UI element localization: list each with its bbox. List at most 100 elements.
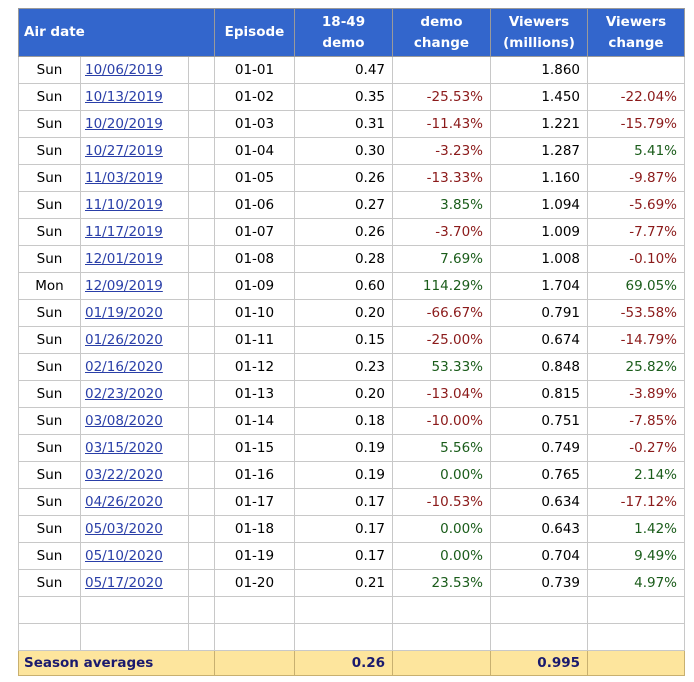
date-cell: 10/06/2019 [80, 56, 189, 84]
date-link[interactable]: 04/26/2020 [85, 494, 163, 510]
date-link[interactable]: 11/17/2019 [85, 224, 163, 240]
date-link[interactable]: 05/17/2020 [85, 575, 163, 591]
date-link[interactable]: 01/26/2020 [85, 332, 163, 348]
spacer-cell [188, 326, 215, 354]
episode-cell: 01-20 [214, 569, 295, 597]
viewers-cell: 0.749 [490, 434, 588, 462]
date-link[interactable]: 01/19/2020 [85, 305, 163, 321]
demo-change-cell: 7.69% [392, 245, 491, 273]
header-demo-change[interactable]: demo change [392, 8, 491, 57]
date-link[interactable]: 02/23/2020 [85, 386, 163, 402]
date-cell: 05/17/2020 [80, 569, 189, 597]
day-cell: Sun [18, 488, 81, 516]
viewers-change-cell: -5.69% [587, 191, 685, 219]
header-row: Air date Episode 18-49 demo demo change Vi… [18, 8, 685, 57]
spacer-cell [188, 380, 215, 408]
episode-cell: 01-07 [214, 218, 295, 246]
demo-change-cell: 0.00% [392, 461, 491, 489]
date-link[interactable]: 05/10/2020 [85, 548, 163, 564]
table-row: Sun 03/08/2020 01-14 0.18 -10.00% 0.751 -7.85% [18, 407, 685, 435]
day-cell: Mon [18, 272, 81, 300]
demo-cell: 0.20 [294, 380, 393, 408]
day-cell: Sun [18, 407, 81, 435]
date-link[interactable]: 03/15/2020 [85, 440, 163, 456]
date-link[interactable]: 10/27/2019 [85, 143, 163, 159]
demo-cell: 0.18 [294, 407, 393, 435]
demo-change-cell: -11.43% [392, 110, 491, 138]
empty-row [18, 623, 685, 651]
date-link[interactable]: 05/03/2020 [85, 521, 163, 537]
day-cell: Sun [18, 164, 81, 192]
episode-cell: 01-11 [214, 326, 295, 354]
ratings-table: Air date Episode 18-49 demo demo change Vi… [18, 8, 685, 676]
date-link[interactable]: 03/08/2020 [85, 413, 163, 429]
episode-cell: 01-08 [214, 245, 295, 273]
episode-cell: 01-16 [214, 461, 295, 489]
header-viewers[interactable]: Viewers (millions) [490, 8, 588, 57]
date-link[interactable]: 03/22/2020 [85, 467, 163, 483]
average-viewers: 0.995 [490, 650, 588, 676]
demo-change-cell: 0.00% [392, 515, 491, 543]
episode-cell: 01-14 [214, 407, 295, 435]
spacer-cell [188, 56, 215, 84]
header-demo[interactable]: 18-49 demo [294, 8, 393, 57]
day-cell: Sun [18, 137, 81, 165]
date-cell: 05/03/2020 [80, 515, 189, 543]
demo-cell: 0.19 [294, 434, 393, 462]
spacer-cell [188, 434, 215, 462]
viewers-cell: 1.450 [490, 83, 588, 111]
viewers-cell: 0.751 [490, 407, 588, 435]
table-row: Sun 11/03/2019 01-05 0.26 -13.33% 1.160 -9.87% [18, 164, 685, 192]
viewers-change-cell: -7.77% [587, 218, 685, 246]
date-link[interactable]: 10/20/2019 [85, 116, 163, 132]
date-link[interactable]: 02/16/2020 [85, 359, 163, 375]
viewers-change-cell: -22.04% [587, 83, 685, 111]
viewers-change-cell: 9.49% [587, 542, 685, 570]
spacer-cell [188, 164, 215, 192]
date-link[interactable]: 11/10/2019 [85, 197, 163, 213]
viewers-change-cell: -15.79% [587, 110, 685, 138]
table-row: Sun 11/17/2019 01-07 0.26 -3.70% 1.009 -7.77% [18, 218, 685, 246]
date-link[interactable]: 12/09/2019 [85, 278, 163, 294]
day-cell: Sun [18, 542, 81, 570]
demo-change-cell: -3.23% [392, 137, 491, 165]
episode-cell: 01-18 [214, 515, 295, 543]
date-cell: 10/13/2019 [80, 83, 189, 111]
viewers-change-cell: -0.27% [587, 434, 685, 462]
header-air-date[interactable]: Air date [18, 8, 215, 57]
episode-cell: 01-19 [214, 542, 295, 570]
viewers-cell: 1.287 [490, 137, 588, 165]
day-cell: Sun [18, 353, 81, 381]
day-cell: Sun [18, 380, 81, 408]
demo-change-cell: -3.70% [392, 218, 491, 246]
header-viewers-change[interactable]: Viewers change [587, 8, 685, 57]
date-cell: 12/09/2019 [80, 272, 189, 300]
date-link[interactable]: 10/06/2019 [85, 62, 163, 78]
day-cell: Sun [18, 83, 81, 111]
spacer-cell [188, 245, 215, 273]
table-row: Sun 03/15/2020 01-15 0.19 5.56% 0.749 -0.27% [18, 434, 685, 462]
day-cell: Sun [18, 569, 81, 597]
demo-cell: 0.23 [294, 353, 393, 381]
episode-cell: 01-13 [214, 380, 295, 408]
date-link[interactable]: 11/03/2019 [85, 170, 163, 186]
viewers-cell: 0.739 [490, 569, 588, 597]
date-link[interactable]: 10/13/2019 [85, 89, 163, 105]
demo-cell: 0.17 [294, 488, 393, 516]
date-cell: 04/26/2020 [80, 488, 189, 516]
table-row: Sun 04/26/2020 01-17 0.17 -10.53% 0.634 -17.12… [18, 488, 685, 516]
viewers-cell: 1.094 [490, 191, 588, 219]
demo-cell: 0.47 [294, 56, 393, 84]
demo-cell: 0.35 [294, 83, 393, 111]
spacer-cell [188, 569, 215, 597]
header-episode[interactable]: Episode [214, 8, 295, 57]
demo-change-cell: 23.53% [392, 569, 491, 597]
demo-change-cell: -10.53% [392, 488, 491, 516]
viewers-cell: 0.674 [490, 326, 588, 354]
viewers-change-cell: 25.82% [587, 353, 685, 381]
date-link[interactable]: 12/01/2019 [85, 251, 163, 267]
demo-cell: 0.30 [294, 137, 393, 165]
spacer-cell [188, 515, 215, 543]
demo-cell: 0.60 [294, 272, 393, 300]
viewers-cell: 1.704 [490, 272, 588, 300]
